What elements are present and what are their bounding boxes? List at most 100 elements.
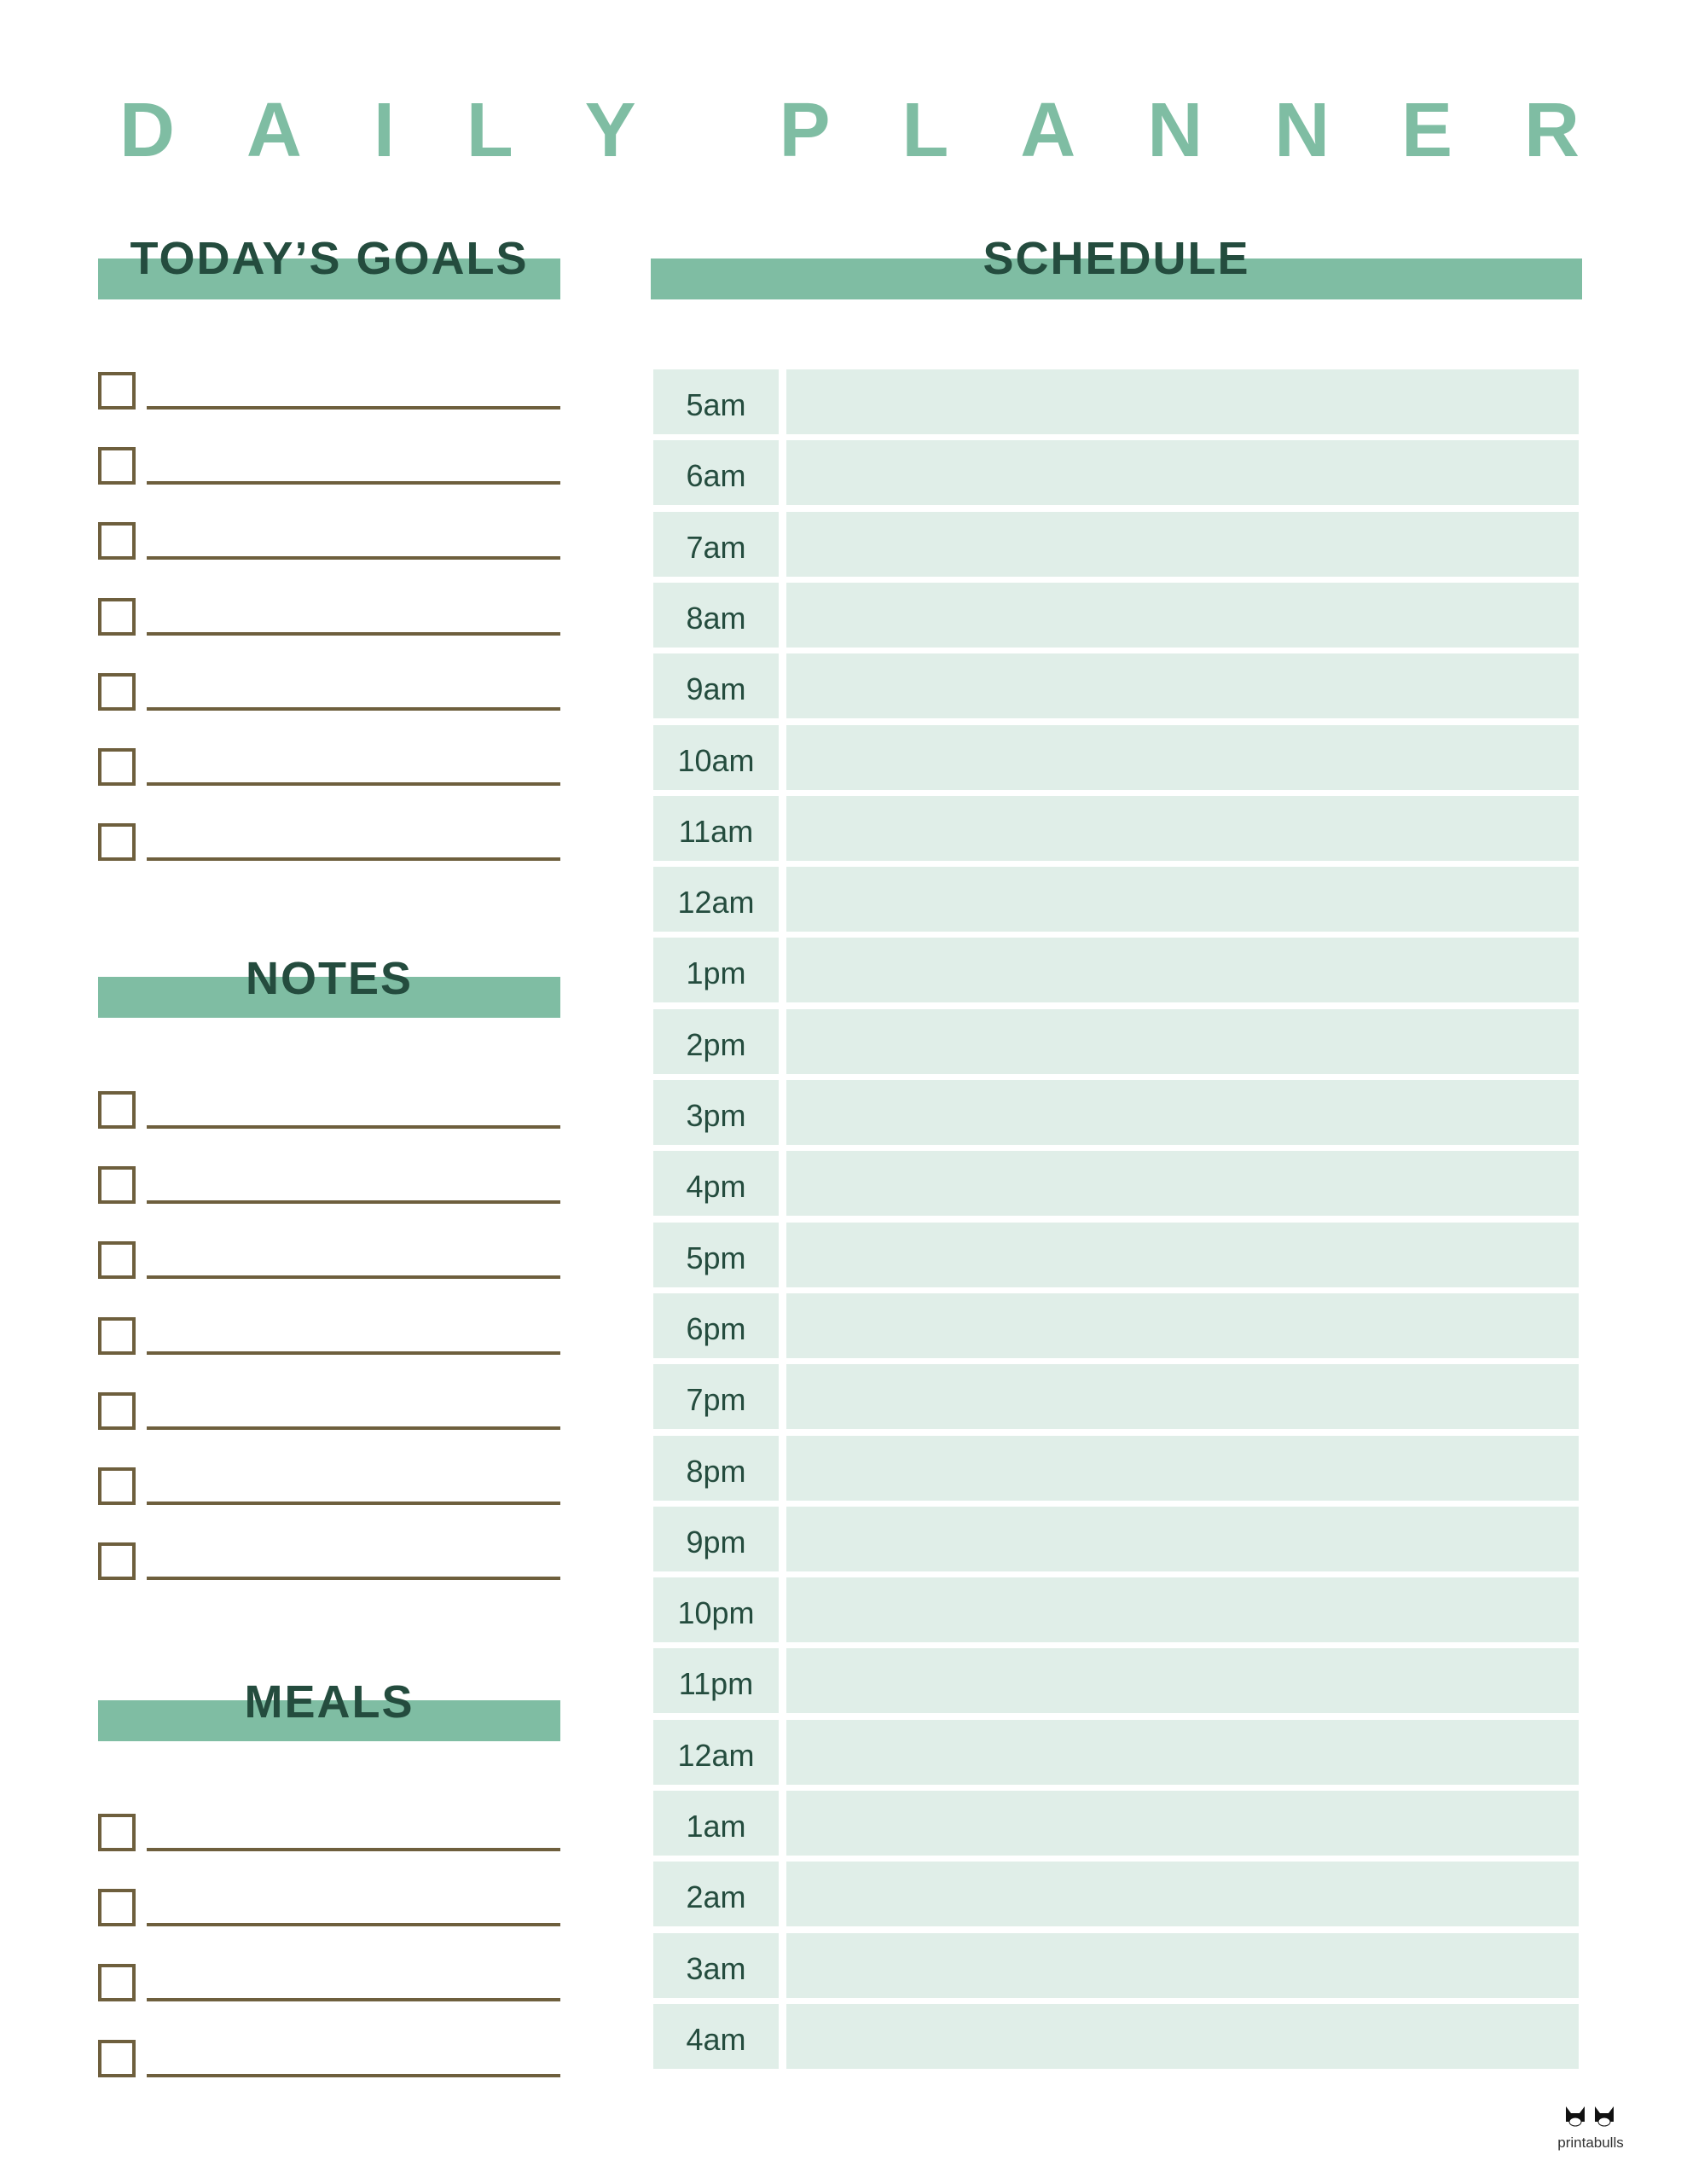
checkbox[interactable]	[98, 1166, 136, 1205]
schedule-slot[interactable]	[786, 1648, 1579, 1714]
notes-item	[98, 1091, 560, 1129]
notes-item	[98, 1542, 560, 1581]
write-line[interactable]	[147, 857, 560, 862]
checkbox[interactable]	[98, 1391, 136, 1430]
time-label: 12am	[653, 867, 779, 932]
meals-item	[98, 1814, 560, 1851]
write-line[interactable]	[147, 481, 560, 485]
write-line[interactable]	[147, 1998, 560, 2002]
time-label: 4am	[653, 2003, 779, 2069]
write-line[interactable]	[147, 706, 560, 711]
checkbox[interactable]	[98, 2039, 136, 2077]
schedule-slot[interactable]	[786, 653, 1579, 719]
schedule-slot[interactable]	[786, 1364, 1579, 1430]
time-label: 9am	[653, 653, 779, 719]
checkbox[interactable]	[98, 748, 136, 786]
schedule-slot[interactable]	[786, 511, 1579, 577]
time-label: 1pm	[653, 938, 779, 1003]
write-line[interactable]	[147, 1350, 560, 1355]
schedule-slot[interactable]	[786, 1008, 1579, 1074]
checkbox[interactable]	[98, 1814, 136, 1851]
checkbox[interactable]	[98, 1091, 136, 1129]
write-line[interactable]	[147, 1502, 560, 1505]
schedule-slot[interactable]	[786, 1080, 1579, 1145]
checkbox[interactable]	[98, 372, 136, 410]
title-letter: E	[1401, 88, 1453, 173]
notes-heading: NOTES	[245, 953, 414, 1004]
title-letter: D	[119, 88, 175, 173]
time-label: 8am	[653, 582, 779, 648]
write-line[interactable]	[147, 1426, 560, 1430]
checkbox[interactable]	[98, 597, 136, 636]
write-line[interactable]	[147, 2073, 560, 2077]
notes-item	[98, 1467, 560, 1505]
checkbox[interactable]	[98, 672, 136, 711]
schedule-slot[interactable]	[786, 1435, 1579, 1501]
schedule-row: 8pm	[653, 1435, 1579, 1501]
schedule-row: 9pm	[653, 1506, 1579, 1571]
time-label: 8pm	[653, 1435, 779, 1501]
write-line[interactable]	[147, 1200, 560, 1205]
schedule-slot[interactable]	[786, 938, 1579, 1003]
schedule-slot[interactable]	[786, 440, 1579, 506]
schedule-slot[interactable]	[786, 1862, 1579, 1927]
write-line[interactable]	[147, 556, 560, 561]
schedule-row: 2pm	[653, 1008, 1579, 1074]
checkbox[interactable]	[98, 1467, 136, 1505]
schedule-heading: SCHEDULE	[983, 233, 1250, 284]
checkbox[interactable]	[98, 1316, 136, 1355]
write-line[interactable]	[147, 782, 560, 786]
write-line[interactable]	[147, 1125, 560, 1129]
notes-item	[98, 1241, 560, 1280]
schedule-row: 9am	[653, 653, 1579, 719]
schedule-slot[interactable]	[786, 1932, 1579, 1998]
schedule-slot[interactable]	[786, 867, 1579, 932]
schedule-slot[interactable]	[786, 582, 1579, 648]
schedule-row: 1am	[653, 1791, 1579, 1856]
schedule-row: 7am	[653, 511, 1579, 577]
goals-item	[98, 447, 560, 485]
schedule-slot[interactable]	[786, 1292, 1579, 1358]
title-letter: P	[779, 88, 831, 173]
time-label: 4pm	[653, 1151, 779, 1217]
checkbox[interactable]	[98, 447, 136, 485]
meals-item	[98, 1964, 560, 2002]
schedule-row: 1pm	[653, 938, 1579, 1003]
schedule-slot[interactable]	[786, 795, 1579, 861]
schedule-slot[interactable]	[786, 1791, 1579, 1856]
schedule-row: 5am	[653, 369, 1579, 434]
schedule-row: 12am	[653, 867, 1579, 932]
schedule-slot[interactable]	[786, 1506, 1579, 1571]
bulldog-icon	[1566, 2106, 1614, 2127]
checkbox[interactable]	[98, 823, 136, 862]
schedule-slot[interactable]	[786, 724, 1579, 790]
write-line[interactable]	[147, 1848, 560, 1851]
write-line[interactable]	[147, 1275, 560, 1280]
checkbox[interactable]	[98, 1964, 136, 2002]
schedule-row: 3am	[653, 1932, 1579, 1998]
notes-item	[98, 1391, 560, 1430]
checkbox[interactable]	[98, 522, 136, 561]
write-line[interactable]	[147, 1577, 560, 1581]
schedule-row: 10pm	[653, 1577, 1579, 1643]
checkbox[interactable]	[98, 1889, 136, 1927]
logo-text: printabulls	[1557, 2135, 1624, 2151]
time-label: 11pm	[653, 1648, 779, 1714]
time-label: 7am	[653, 511, 779, 577]
schedule-slot[interactable]	[786, 1719, 1579, 1785]
schedule-slot[interactable]	[786, 369, 1579, 434]
write-line[interactable]	[147, 406, 560, 410]
schedule-slot[interactable]	[786, 1151, 1579, 1217]
title-letter: L	[466, 88, 513, 173]
checkbox[interactable]	[98, 1241, 136, 1280]
write-line[interactable]	[147, 631, 560, 636]
schedule-slot[interactable]	[786, 2003, 1579, 2069]
schedule-slot[interactable]	[786, 1222, 1579, 1287]
schedule-slot[interactable]	[786, 1577, 1579, 1643]
checkbox[interactable]	[98, 1542, 136, 1581]
write-line[interactable]	[147, 1923, 560, 1927]
time-label: 10am	[653, 724, 779, 790]
time-label: 10pm	[653, 1577, 779, 1643]
title-letter: L	[901, 88, 949, 173]
schedule-row: 11pm	[653, 1648, 1579, 1714]
